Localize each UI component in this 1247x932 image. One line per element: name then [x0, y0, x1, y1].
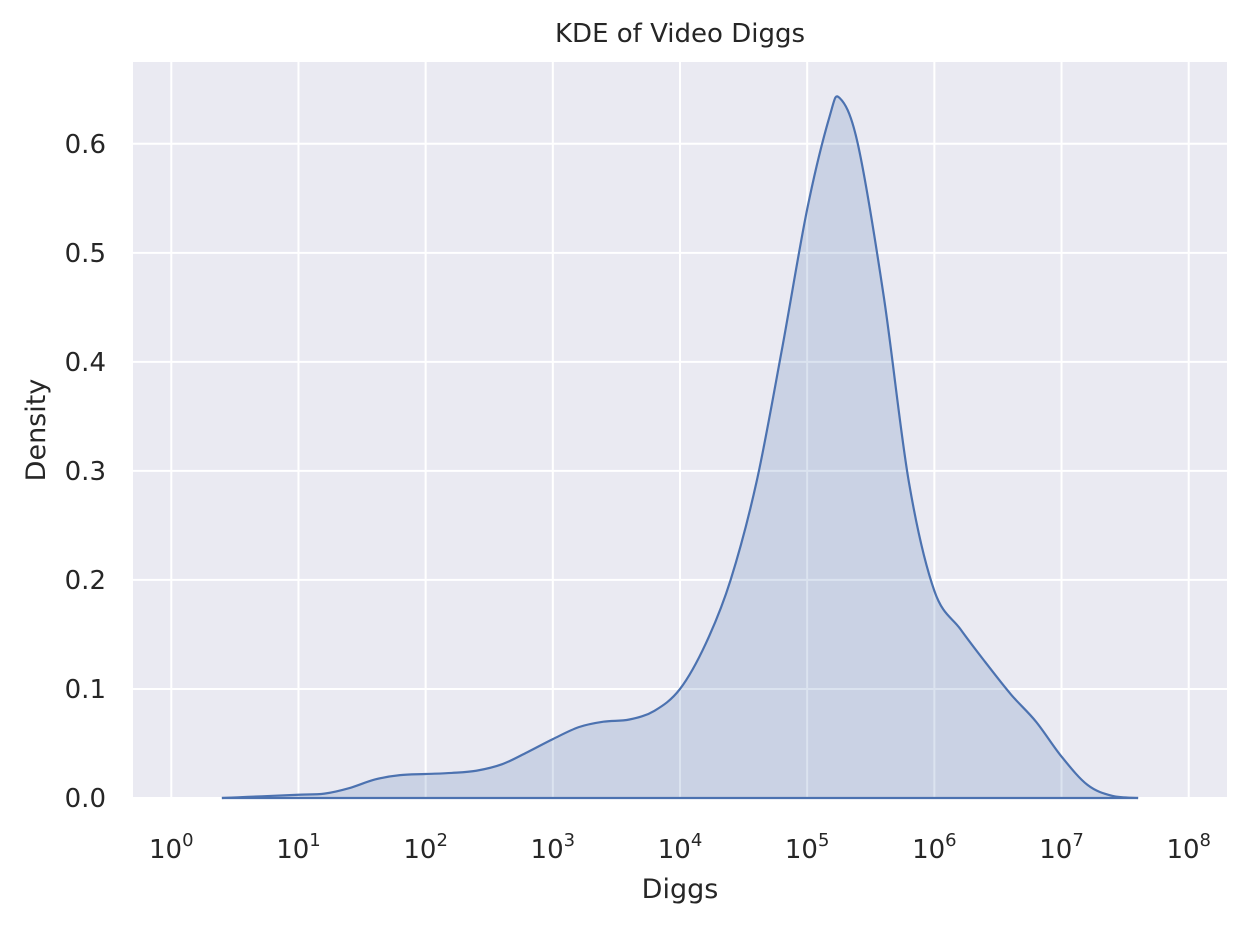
x-axis-label: Diggs	[642, 874, 719, 905]
y-tick-label: 0.1	[65, 675, 106, 705]
y-tick-label: 0.3	[65, 457, 106, 487]
y-tick-label: 0.2	[65, 566, 106, 596]
x-tick-label: 106	[912, 830, 957, 865]
x-tick-label: 101	[276, 830, 321, 865]
series-layer	[221, 95, 1139, 800]
tick-labels: 100 101 102 103 104 105 106 107 108 0.0 0.1 0.2 0.3 0…	[65, 130, 1211, 865]
x-tick-label: 105	[785, 830, 830, 865]
y-tick-label: 0.0	[65, 784, 106, 814]
y-tick-label: 0.6	[65, 130, 106, 160]
x-tick-label: 100	[149, 830, 194, 865]
density-curve	[221, 95, 1139, 800]
x-tick-label: 102	[403, 830, 448, 865]
density-area	[221, 96, 1139, 798]
chart-title: KDE of Video Diggs	[555, 19, 805, 49]
x-tick-label: 107	[1039, 830, 1084, 865]
y-axis-label: Density	[21, 379, 52, 482]
x-tick-label: 104	[658, 830, 703, 865]
y-tick-label: 0.5	[65, 239, 106, 269]
x-tick-label: 108	[1166, 830, 1211, 865]
y-tick-label: 0.4	[65, 348, 106, 378]
x-tick-label: 103	[531, 830, 576, 865]
